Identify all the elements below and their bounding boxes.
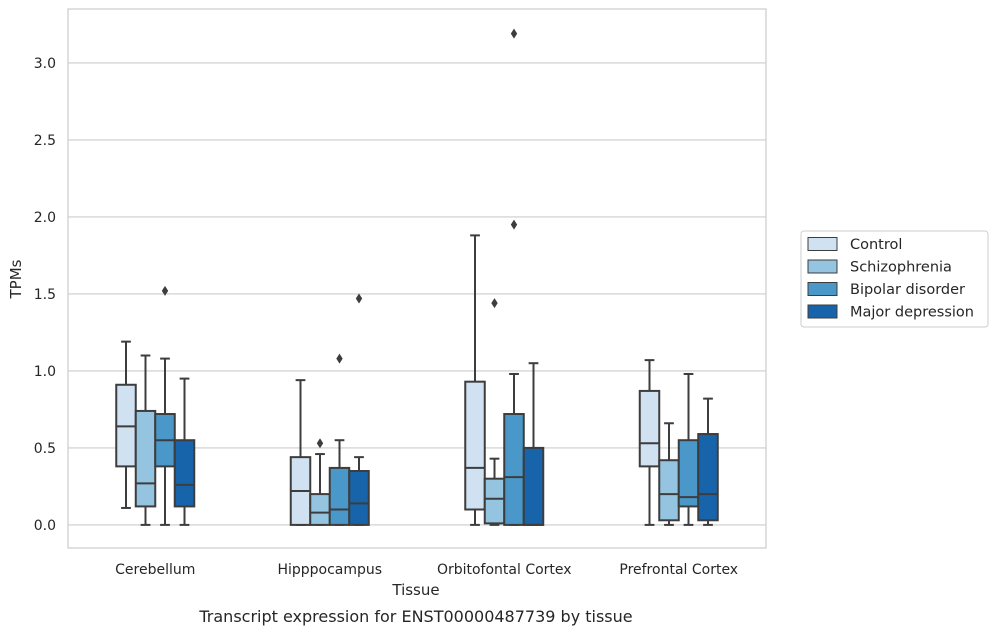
box-3-2 — [522, 362, 545, 526]
box-3-1 — [348, 293, 370, 526]
y-tick-label: 0.5 — [34, 441, 56, 457]
y-tick-label: 2.5 — [34, 133, 56, 149]
box-body — [173, 439, 196, 508]
x-tick-label: Orbitofontal Cortex — [437, 562, 572, 578]
x-tick-labels: Cerebellum Hipppocampus Orbitofontal Corte… — [115, 562, 738, 578]
legend-frame — [800, 230, 989, 328]
box-body — [658, 459, 680, 522]
box-body — [638, 389, 661, 468]
box-0-0 — [115, 340, 137, 509]
legend-item: Schizophrenia — [807, 259, 952, 276]
box-body — [522, 446, 545, 526]
y-tick-label: 1.5 — [34, 287, 56, 303]
box-0-2 — [464, 234, 486, 526]
box-1-2 — [483, 298, 506, 526]
outlier-point — [355, 293, 363, 304]
box-1-1 — [309, 438, 331, 526]
y-tick-labels: 0.0 0.5 1.0 1.5 2.0 2.5 3.0 — [34, 56, 56, 534]
legend-swatch — [807, 304, 838, 319]
box-1-0 — [134, 354, 157, 526]
legend-item: Bipolar disorder — [807, 282, 965, 298]
outlier-point — [316, 438, 324, 449]
y-tick-label: 1.0 — [34, 364, 56, 380]
x-tick-label: Prefrontal Cortex — [619, 562, 738, 578]
box-body — [464, 380, 486, 511]
box-plots — [115, 28, 719, 526]
legend-swatch — [807, 237, 838, 251]
box-0-3 — [638, 359, 661, 526]
y-tick-label: 2.0 — [34, 210, 56, 226]
box-0-1 — [289, 379, 312, 526]
plot-frame — [67, 8, 767, 549]
box-body — [483, 477, 506, 525]
legend-swatch — [807, 282, 838, 296]
box-3-3 — [697, 397, 719, 526]
legend-label: Control — [850, 237, 902, 253]
y-axis-label: TPMs — [7, 259, 25, 299]
box-2-1 — [328, 353, 351, 526]
outlier-point — [491, 298, 498, 309]
legend-label: Schizophrenia — [850, 260, 952, 276]
x-tick-label: Hipppocampus — [277, 562, 382, 578]
legend-item: Control — [807, 237, 902, 253]
chart-caption: Transcript expression for ENST0000048773… — [198, 607, 632, 626]
box-body — [309, 493, 331, 526]
outlier-point — [510, 219, 518, 230]
box-2-3 — [677, 372, 700, 526]
legend-swatch — [807, 259, 838, 274]
outlier-point — [336, 353, 343, 364]
box-body — [503, 413, 525, 526]
legend-label: Major depression — [850, 305, 974, 321]
box-body — [328, 466, 351, 526]
box-2-0 — [154, 285, 176, 526]
box-body — [348, 470, 370, 526]
x-axis-label: Tissue — [391, 581, 439, 599]
outlier-point — [510, 28, 518, 39]
box-body — [134, 409, 157, 508]
legend-label: Bipolar disorder — [850, 282, 965, 298]
box-1-3 — [658, 422, 680, 526]
x-tick-label: Cerebellum — [115, 562, 195, 578]
box-3-0 — [173, 377, 196, 526]
outlier-point — [161, 285, 169, 296]
box-2-2 — [503, 28, 525, 526]
box-body — [697, 433, 719, 522]
y-tick-label: 3.0 — [34, 56, 56, 72]
legend-item: Major depression — [807, 304, 974, 321]
y-tick-label: 0.0 — [34, 518, 56, 534]
legend: Control Schizophrenia Bipolar disorder Majo… — [800, 230, 989, 328]
